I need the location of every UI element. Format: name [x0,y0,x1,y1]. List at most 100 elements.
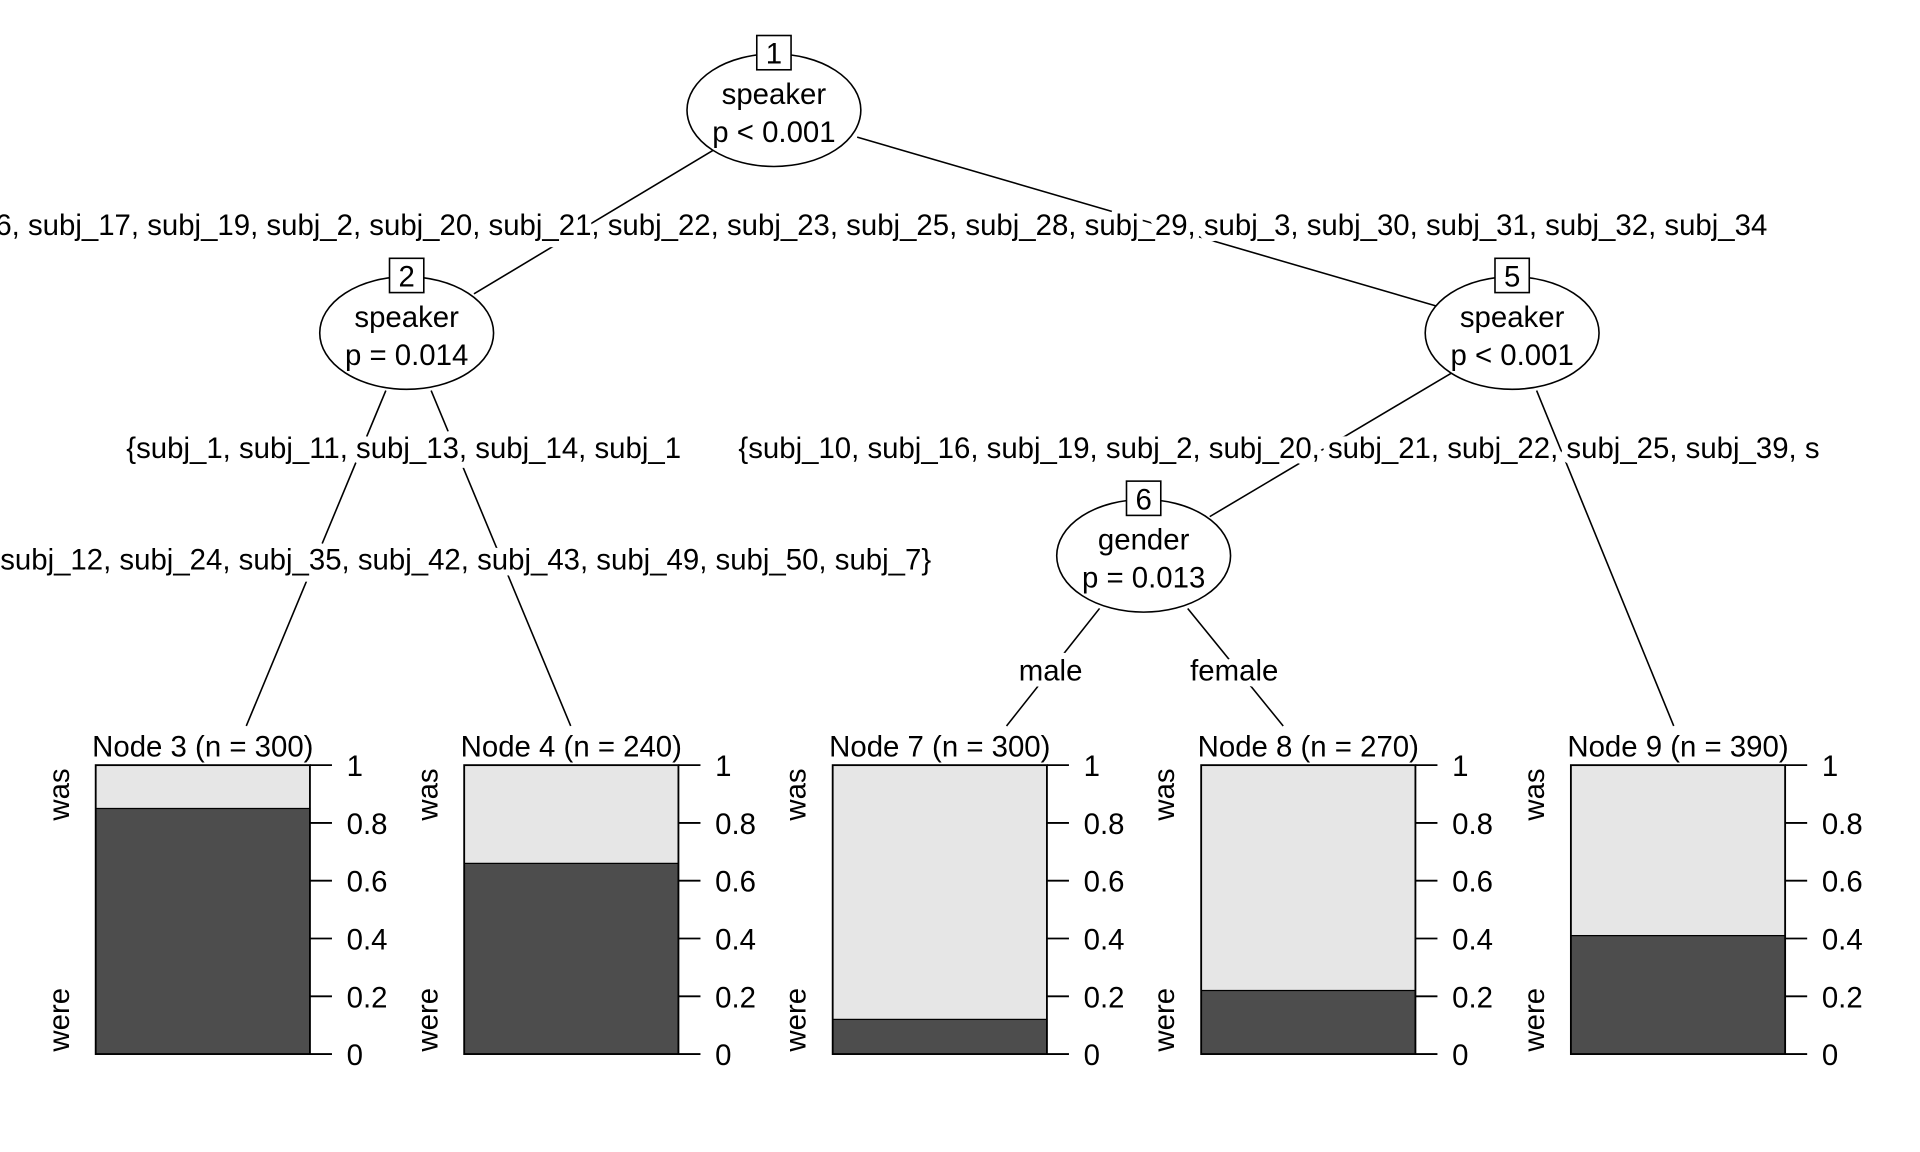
edge-label-female: female [1190,655,1278,688]
y-tick-label: 0 [1084,1039,1100,1072]
edge-label-male: male [1019,655,1083,688]
edge-1-5 [856,136,1446,310]
y-tick-label: 0.8 [1822,808,1863,841]
node-id-box [388,257,425,294]
inner-node-5: 5 speaker p < 0.001 [1424,257,1600,391]
tree-edges [245,136,1675,727]
y-tick-label: 0.4 [347,924,388,957]
y-tick-label: 1 [347,750,363,783]
y-tick-label: 1 [1084,750,1100,783]
edge-1-2 [473,149,714,295]
y-tick-label: 0.6 [1084,866,1125,899]
node-id: 2 [398,260,414,293]
y-tick-label: 0.6 [347,866,388,899]
y-tick-label: 1 [715,750,731,783]
y-tick-label: 1 [1452,750,1468,783]
leaf-title: Node 7 (n = 300) [829,731,1050,764]
node-variable: gender [1098,524,1190,557]
y-tick-label: 0.4 [715,924,756,957]
inner-nodes: 1 speaker p < 0.001 2 speaker p = 0.014 5 speak… [318,34,1600,613]
bar-were [95,807,311,1055]
leaf-node-2: Node 4 (n = 240) 0 0.2 0.4 0.6 0.8 1 was were [411,731,756,1073]
leaf-nodes: Node 3 (n = 300)00.20.40.60.81waswereNod… [43,731,1863,1073]
y-tick-label: 0.2 [715,981,756,1014]
y-tick-label: 0.6 [715,866,756,899]
leaf-node-1: Node 3 (n = 300) 0 0.2 0.4 0.6 0.8 1 was were [43,731,388,1073]
y-tick-label: 0.8 [1452,808,1493,841]
category-label-were: were [411,988,444,1053]
category-label-was: was [780,768,813,821]
category-label-was: was [1148,768,1181,821]
category-label-were: were [1518,988,1551,1053]
category-label-were: were [780,988,813,1053]
y-tick-label: 0 [1822,1039,1838,1072]
edge-6-7 [1005,607,1101,727]
leaf-node-5: Node 9 (n = 390) 0 0.2 0.4 0.6 0.8 1 was were [1518,731,1863,1073]
bar-frame [463,764,680,1055]
bar-frame [94,764,311,1055]
y-tick-label: 0.2 [1452,981,1493,1014]
node-id-box [755,34,792,71]
category-label-was: was [1518,768,1551,821]
bar-frame [1200,764,1417,1055]
node-id: 1 [766,38,782,71]
y-tick-label: 0.6 [1822,866,1863,899]
node-pvalue: p = 0.013 [1082,562,1205,595]
category-label-were: were [1148,988,1181,1053]
leaf-title: Node 3 (n = 300) [92,731,313,764]
edge-5-9 [1535,390,1675,727]
leaf-node-3: Node 7 (n = 300) 0 0.2 0.4 0.6 0.8 1 was were [780,731,1125,1073]
edge-label-node1-split: 6, subj_17, subj_19, subj_2, subj_20, su… [0,209,1767,242]
bar-frame [1569,764,1787,1055]
node-variable: speaker [1460,301,1565,334]
edge-6-8 [1187,607,1284,727]
edge-label-node2-right: subj_12, subj_24, subj_35, subj_42, subj… [0,543,931,576]
y-tick-label: 0.8 [347,808,388,841]
leaf-title: Node 9 (n = 390) [1567,731,1788,764]
y-tick-label: 0.8 [715,808,756,841]
bar-was [832,765,1047,1055]
category-label-were: were [43,988,76,1053]
inner-node-1: 1 speaker p < 0.001 [686,34,862,168]
y-tick-label: 0.2 [1084,981,1125,1014]
inner-node-6: 6 gender p = 0.013 [1055,480,1232,613]
y-tick-label: 0.4 [1822,924,1863,957]
node-id-box [1125,480,1162,517]
node-pvalue: p < 0.001 [712,116,835,149]
edge-5-6 [1209,372,1452,518]
category-label-was: was [43,768,76,821]
node-id: 5 [1504,260,1520,293]
bar-frame [831,764,1048,1055]
y-tick-label: 0.2 [1822,981,1863,1014]
node-variable: speaker [722,78,827,111]
y-tick-label: 0 [715,1039,731,1072]
y-tick-label: 0 [1452,1039,1468,1072]
leaf-title: Node 4 (n = 240) [461,731,682,764]
leaf-node-4: Node 8 (n = 270) 0 0.2 0.4 0.6 0.8 1 was were [1148,731,1493,1073]
y-tick-label: 1 [1822,750,1838,783]
y-tick-label: 0.6 [1452,866,1493,899]
bar-were [832,1018,1048,1055]
edge-2-4 [430,390,572,727]
node-id-box [1494,257,1531,294]
leaf-title: Node 8 (n = 270) [1198,731,1419,764]
node-id: 6 [1135,483,1151,516]
bar-were [1570,934,1786,1055]
edge-labels: 6, subj_17, subj_19, subj_2, subj_20, su… [0,203,1826,694]
node-pvalue: p < 0.001 [1450,339,1573,372]
bar-were [1200,989,1417,1055]
edge-label-node5-left: {subj_10, subj_16, subj_19, subj_2, subj… [738,432,1819,465]
y-tick-label: 0 [347,1039,363,1072]
y-tick-label: 0.8 [1084,808,1125,841]
y-tick-label: 0.4 [1452,924,1493,957]
y-tick-label: 0.4 [1084,924,1125,957]
edge-2-3 [245,390,387,727]
edge-label-node2-left: {subj_1, subj_11, subj_13, subj_14, subj… [126,432,681,465]
bar-were [463,862,680,1055]
category-label-was: was [411,768,444,821]
node-variable: speaker [354,301,459,334]
y-tick-label: 0.2 [347,981,388,1014]
node-pvalue: p = 0.014 [345,339,468,372]
inner-node-2: 2 speaker p = 0.014 [318,257,495,391]
